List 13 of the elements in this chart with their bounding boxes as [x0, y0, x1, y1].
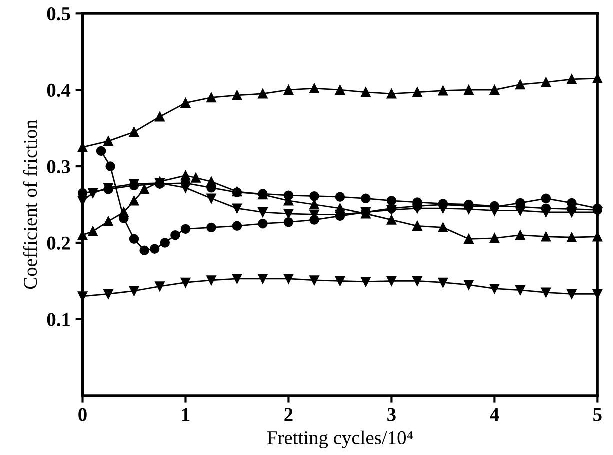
- x-tick-label: 1: [182, 408, 190, 422]
- x-tick-label: 5: [594, 408, 602, 422]
- x-tick-label: 2: [284, 408, 293, 422]
- y-axis-title: Coefficient of friction: [23, 120, 38, 290]
- x-tick-label: 0: [78, 408, 87, 422]
- x-axis-title: Fretting cycles/10⁴: [267, 430, 413, 449]
- y-tick-label: 0.2: [47, 236, 70, 250]
- x-tick-label: 3: [388, 408, 396, 422]
- y-tick-label: 0.3: [47, 160, 70, 174]
- y-tick-label: 0.5: [47, 7, 70, 21]
- x-tick-label: 4: [490, 408, 500, 422]
- y-tick-label: 0.4: [47, 84, 71, 98]
- y-tick-label: 0.1: [47, 313, 70, 326]
